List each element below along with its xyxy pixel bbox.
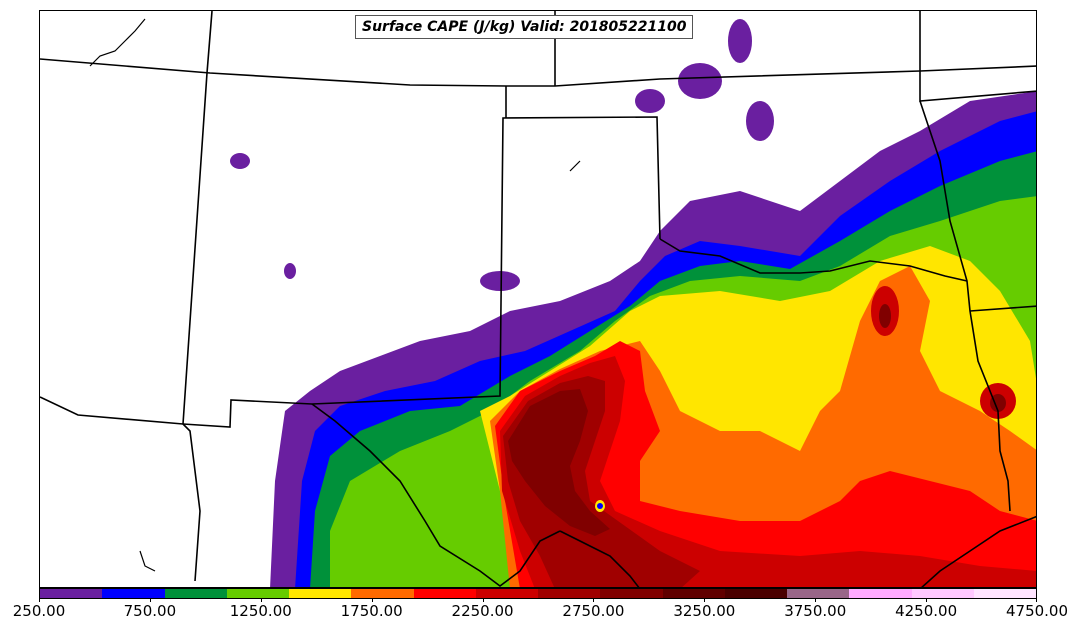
colorbar-tick-label: 750.00: [123, 602, 177, 620]
colorbar-segment: [102, 589, 165, 598]
cape-region-maroon: [508, 389, 610, 536]
colorbar-segment: [600, 589, 663, 598]
colorbar-tick: [815, 599, 817, 602]
colorbar-tick-label: 3250.00: [673, 602, 736, 620]
map-title: Surface CAPE (J/kg) Valid: 201805221100: [355, 15, 694, 39]
colorbar-tick-label: 2250.00: [451, 602, 514, 620]
coastline: [89, 18, 581, 572]
colorbar-tick-label: 1750.00: [340, 602, 403, 620]
colorbar-segment: [164, 589, 227, 598]
map-frame: [39, 10, 1037, 588]
colorbar-tick: [704, 599, 706, 602]
colorbar-tick: [149, 599, 151, 602]
colorbar-segment: [973, 589, 1036, 598]
colorbar-segment: [413, 589, 476, 598]
colorbar-segment: [911, 589, 974, 598]
colorbar-tick: [926, 599, 928, 602]
colorbar-tick: [371, 599, 373, 602]
colorbar-tick: [1036, 599, 1037, 602]
colorbar-segment: [226, 589, 289, 598]
colorbar-segment: [849, 589, 912, 598]
colorbar-tick-label: 2750.00: [562, 602, 625, 620]
colorbar-tick-label: 3750.00: [784, 602, 847, 620]
cape-region-darkred1: [500, 356, 1036, 587]
colorbar-segment: [475, 589, 538, 598]
colorbar-tick-label: 250.00: [12, 602, 66, 620]
colorbar-tick: [482, 599, 484, 602]
state-boundaries: [40, 11, 1036, 587]
colorbar-segment: [351, 589, 414, 598]
colorbar-tick: [39, 599, 40, 602]
colorbar-tick-label: 4750.00: [1005, 602, 1069, 620]
colorbar-tick-label: 4250.00: [895, 602, 958, 620]
cape-field: [230, 19, 1036, 587]
colorbar: [39, 588, 1037, 599]
colorbar-segment: [662, 589, 725, 598]
cape-map: [40, 11, 1036, 587]
colorbar-segment: [40, 589, 103, 598]
colorbar-tick: [593, 599, 595, 602]
colorbar-tick: [260, 599, 262, 602]
colorbar-segment: [289, 589, 352, 598]
colorbar-segment: [787, 589, 850, 598]
colorbar-segment: [724, 589, 787, 598]
colorbar-segment: [538, 589, 601, 598]
colorbar-tick-label: 1250.00: [229, 602, 292, 620]
